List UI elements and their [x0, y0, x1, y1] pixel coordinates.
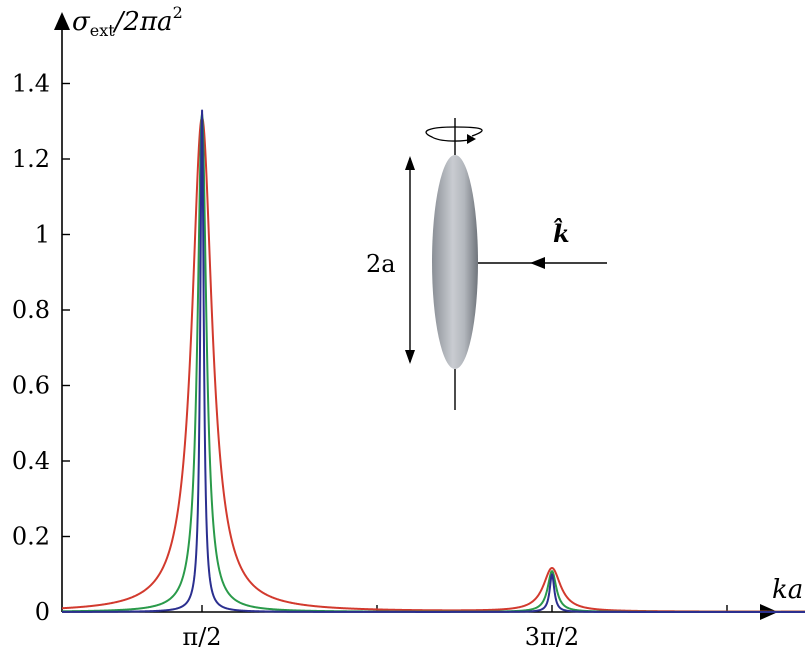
- ellipsoid-particle: [432, 155, 478, 369]
- x-tick-label: 3π/2: [525, 623, 579, 651]
- y-tick-label: 1: [35, 221, 50, 249]
- y-tick-label: 0.4: [12, 447, 50, 475]
- incident-wave-arrow-icon: [530, 257, 545, 269]
- wave-vector-label: k̂: [553, 218, 570, 248]
- length-arrow-top-icon: [405, 156, 415, 170]
- y-tick-label: 0.8: [12, 296, 50, 324]
- y-tick-label: 0: [35, 598, 50, 626]
- x-tick-label: π/2: [182, 623, 221, 651]
- x-axis-title: ka: [772, 575, 803, 605]
- y-tick-label: 1.2: [12, 145, 50, 173]
- length-label: 2a: [366, 250, 396, 278]
- y-tick-label: 0.2: [12, 523, 50, 551]
- series-line: [62, 117, 805, 611]
- length-arrow-bottom-icon: [405, 350, 415, 364]
- y-tick-label: 0.6: [12, 372, 50, 400]
- data-series: [62, 110, 805, 612]
- y-axis-title: σext/2πa2: [72, 3, 183, 40]
- inset-schematic: 2a k̂: [366, 118, 607, 410]
- y-axis-arrowhead: [54, 12, 70, 30]
- y-tick-label: 1.4: [12, 70, 50, 98]
